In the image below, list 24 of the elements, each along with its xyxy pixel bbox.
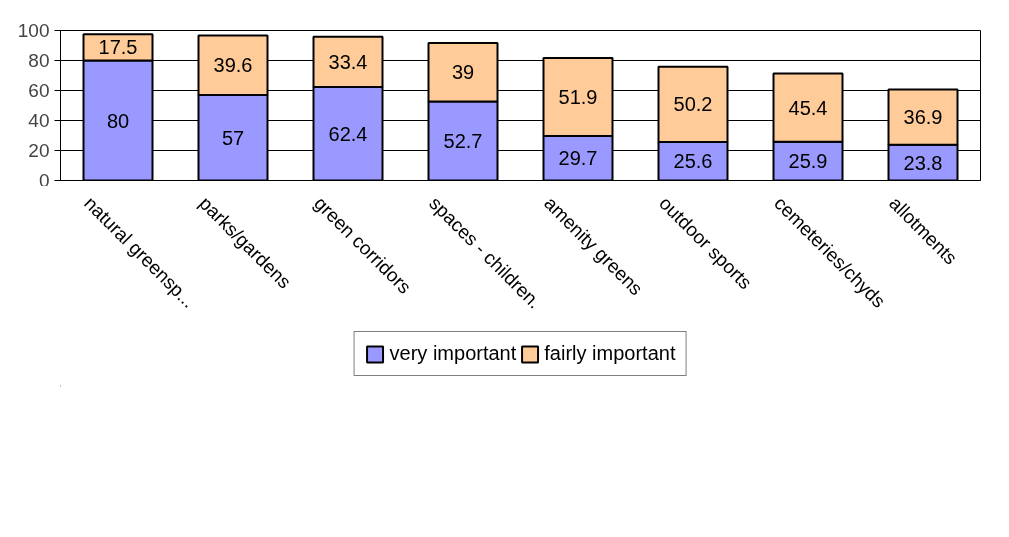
data-label: 50.2 <box>673 93 713 116</box>
data-label: 17.5 <box>98 36 138 59</box>
data-label: 36.9 <box>903 106 943 129</box>
y-tick-label: 20 <box>28 140 50 161</box>
data-label: 39.6 <box>213 54 253 77</box>
data-label: 45.4 <box>788 96 828 119</box>
y-tick-label: 60 <box>28 80 50 101</box>
y-tick-label: 40 <box>28 110 50 131</box>
y-tick-label: 0 <box>38 169 50 191</box>
data-label: 25.9 <box>788 150 828 173</box>
data-label: 25.6 <box>673 150 713 173</box>
data-label: 33.4 <box>328 50 368 73</box>
data-label: 52.7 <box>443 129 483 152</box>
data-label: 62.4 <box>328 122 368 145</box>
data-label: 57 <box>221 126 245 149</box>
data-label: 23.8 <box>903 151 943 174</box>
data-label: 29.7 <box>558 147 598 170</box>
data-label: 39 <box>451 61 475 84</box>
y-tick-label: 80 <box>28 50 50 71</box>
y-tick-label: 100 <box>17 20 50 41</box>
data-label: 80 <box>106 109 130 132</box>
legend-label: very important <box>389 342 517 365</box>
legend-label: fairly important <box>544 342 676 365</box>
data-label: 51.9 <box>558 86 598 109</box>
